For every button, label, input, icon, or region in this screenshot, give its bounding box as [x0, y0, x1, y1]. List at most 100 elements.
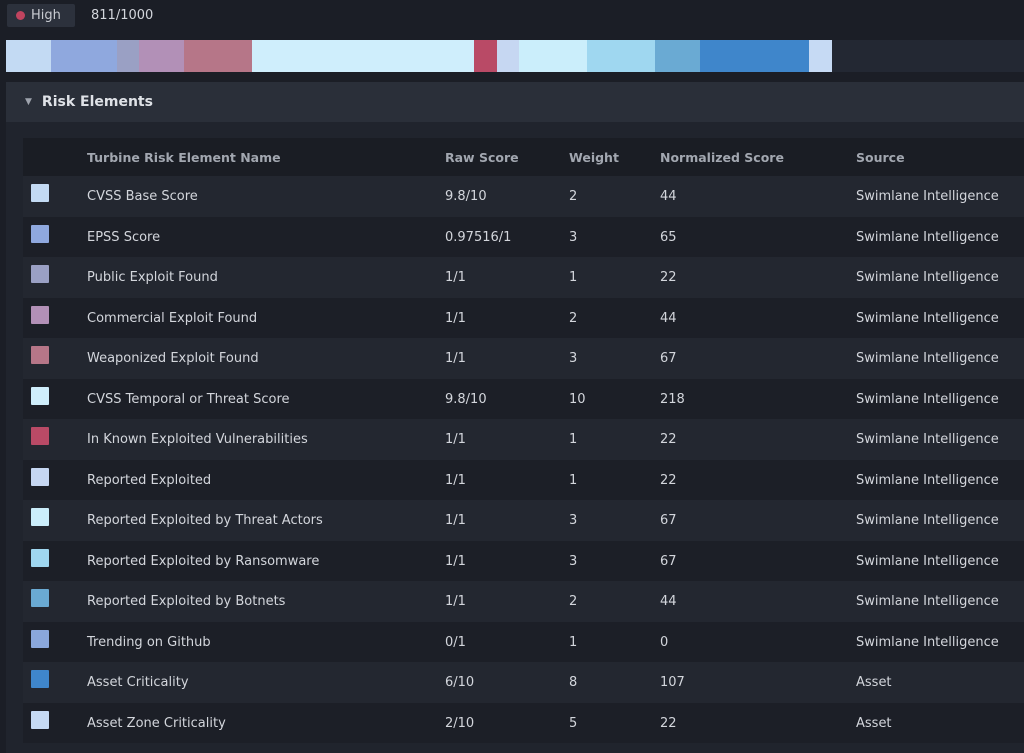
raw-score: 9.8/10	[445, 391, 487, 407]
color-swatch	[31, 224, 49, 243]
score-segment[interactable]	[587, 40, 656, 72]
score-segment[interactable]	[139, 40, 185, 72]
header-raw-score[interactable]: Raw Score	[445, 150, 519, 165]
weight: 5	[569, 715, 578, 731]
element-name: Reported Exploited by Ransomware	[87, 553, 320, 569]
weight: 3	[569, 553, 578, 569]
header-normalized-score[interactable]: Normalized Score	[660, 150, 784, 165]
table-row[interactable]: Public Exploit Found 1/1 1 22 Swimlane Intel…	[23, 257, 1024, 298]
table-row[interactable]: CVSS Temporal or Threat Score 9.8/10 10 218…	[23, 378, 1024, 419]
weight: 3	[569, 513, 578, 528]
element-name: Reported Exploited	[87, 472, 212, 488]
raw-score: 6/10	[445, 675, 475, 690]
color-swatch	[31, 548, 49, 567]
header-name[interactable]: Turbine Risk Element Name	[87, 150, 281, 165]
table-row[interactable]: Reported Exploited by Threat Actors 1/1 3 6…	[23, 500, 1024, 541]
weight: 3	[569, 351, 578, 366]
color-swatch	[31, 508, 49, 526]
normalized-score: 67	[660, 553, 677, 569]
table-header: Turbine Risk Element Name Raw Score Weig…	[23, 138, 1024, 176]
table-row[interactable]: In Known Exploited Vulnerabilities 1/1 1 22…	[23, 419, 1024, 460]
score-segment[interactable]	[496, 40, 520, 72]
score-segment[interactable]	[116, 40, 140, 72]
raw-score: 0/1	[445, 634, 466, 650]
raw-score: 0.97516/1	[445, 229, 512, 245]
weight: 1	[569, 432, 578, 447]
table-row[interactable]: Reported Exploited by Ransomware 1/1 3 67 Sw…	[23, 540, 1024, 581]
color-swatch	[31, 427, 49, 445]
score-segment[interactable]	[184, 40, 253, 72]
score-segment[interactable]	[6, 40, 51, 72]
weight: 1	[569, 270, 578, 285]
source: Asset	[856, 675, 892, 690]
section-title: Risk Elements	[41, 94, 153, 110]
score-segment[interactable]	[809, 40, 832, 72]
normalized-score: 22	[660, 472, 677, 488]
normalized-score: 22	[660, 715, 677, 731]
source: Swimlane Intelligence	[856, 553, 999, 569]
table-row[interactable]: CVSS Base Score 9.8/10 2 44 Swimlane Intelli…	[23, 176, 1024, 217]
severity-dot-icon	[16, 11, 25, 20]
element-name: Reported Exploited by Threat Actors	[87, 513, 323, 528]
raw-score: 1/1	[445, 310, 466, 326]
source: Swimlane Intelligence	[856, 472, 999, 488]
source: Swimlane Intelligence	[856, 391, 999, 407]
table-row[interactable]: Weaponized Exploit Found 1/1 3 67 Swimlane I…	[23, 338, 1024, 379]
element-name: Asset Criticality	[87, 675, 189, 690]
weight: 1	[569, 634, 578, 650]
element-name: CVSS Base Score	[87, 189, 198, 204]
chevron-down-icon: ▼	[25, 97, 32, 107]
score-segment[interactable]	[655, 40, 701, 72]
table-row[interactable]: Asset Criticality 6/10 8 107 Asset	[23, 662, 1024, 703]
normalized-score: 218	[660, 391, 685, 407]
score-segment[interactable]	[700, 40, 810, 72]
raw-score: 1/1	[445, 351, 466, 366]
element-name: EPSS Score	[87, 229, 161, 245]
risk-score-bar	[6, 40, 1024, 72]
element-name: CVSS Temporal or Threat Score	[87, 391, 290, 407]
score-segment[interactable]	[474, 40, 497, 72]
element-name: Weaponized Exploit Found	[87, 351, 259, 366]
normalized-score: 22	[660, 270, 677, 285]
header-weight[interactable]: Weight	[569, 150, 619, 165]
header-source[interactable]: Source	[856, 150, 905, 165]
normalized-score: 0	[660, 634, 669, 650]
weight: 3	[569, 229, 578, 245]
weight: 1	[569, 472, 578, 488]
table-row[interactable]: Asset Zone Criticality 2/10 5 22 Asset	[23, 702, 1024, 743]
score-segment[interactable]	[50, 40, 117, 72]
raw-score: 1/1	[445, 513, 466, 528]
element-name: Public Exploit Found	[87, 270, 218, 285]
raw-score: 1/1	[445, 594, 466, 609]
color-swatch	[31, 629, 49, 648]
normalized-score: 67	[660, 351, 677, 366]
source: Swimlane Intelligence	[856, 594, 999, 609]
table-row[interactable]: Reported Exploited 1/1 1 22 Swimlane Intelli…	[23, 459, 1024, 500]
element-name: Asset Zone Criticality	[87, 715, 226, 731]
table-row[interactable]: Reported Exploited by Botnets 1/1 2 44 Swiml…	[23, 581, 1024, 622]
source: Swimlane Intelligence	[856, 351, 999, 366]
table-row[interactable]: EPSS Score 0.97516/1 3 65 Swimlane Intellige…	[23, 216, 1024, 257]
raw-score: 9.8/10	[445, 189, 487, 204]
element-name: In Known Exploited Vulnerabilities	[87, 432, 308, 447]
raw-score: 1/1	[445, 432, 466, 447]
risk-score: 811/1000	[91, 8, 154, 23]
risk-elements-table: Turbine Risk Element Name Raw Score Weig…	[23, 138, 1024, 743]
score-segment[interactable]	[252, 40, 475, 72]
table-body: CVSS Base Score 9.8/10 2 44 Swimlane Intelli…	[23, 176, 1024, 743]
score-segment[interactable]	[519, 40, 588, 72]
color-swatch	[31, 265, 49, 283]
source: Swimlane Intelligence	[856, 634, 999, 650]
table-row[interactable]: Trending on Github 0/1 1 0 Swimlane Intellig…	[23, 621, 1024, 662]
color-swatch	[31, 346, 49, 364]
source: Swimlane Intelligence	[856, 189, 999, 204]
normalized-score: 67	[660, 513, 677, 528]
risk-elements-toggle[interactable]: ▼ Risk Elements	[6, 82, 1024, 122]
source: Swimlane Intelligence	[856, 310, 999, 326]
color-swatch	[31, 589, 49, 607]
table-row[interactable]: Commercial Exploit Found 1/1 2 44 Swimlane I…	[23, 297, 1024, 338]
raw-score: 1/1	[445, 553, 466, 569]
weight: 2	[569, 594, 578, 609]
color-swatch	[31, 670, 49, 688]
color-swatch	[31, 386, 49, 405]
